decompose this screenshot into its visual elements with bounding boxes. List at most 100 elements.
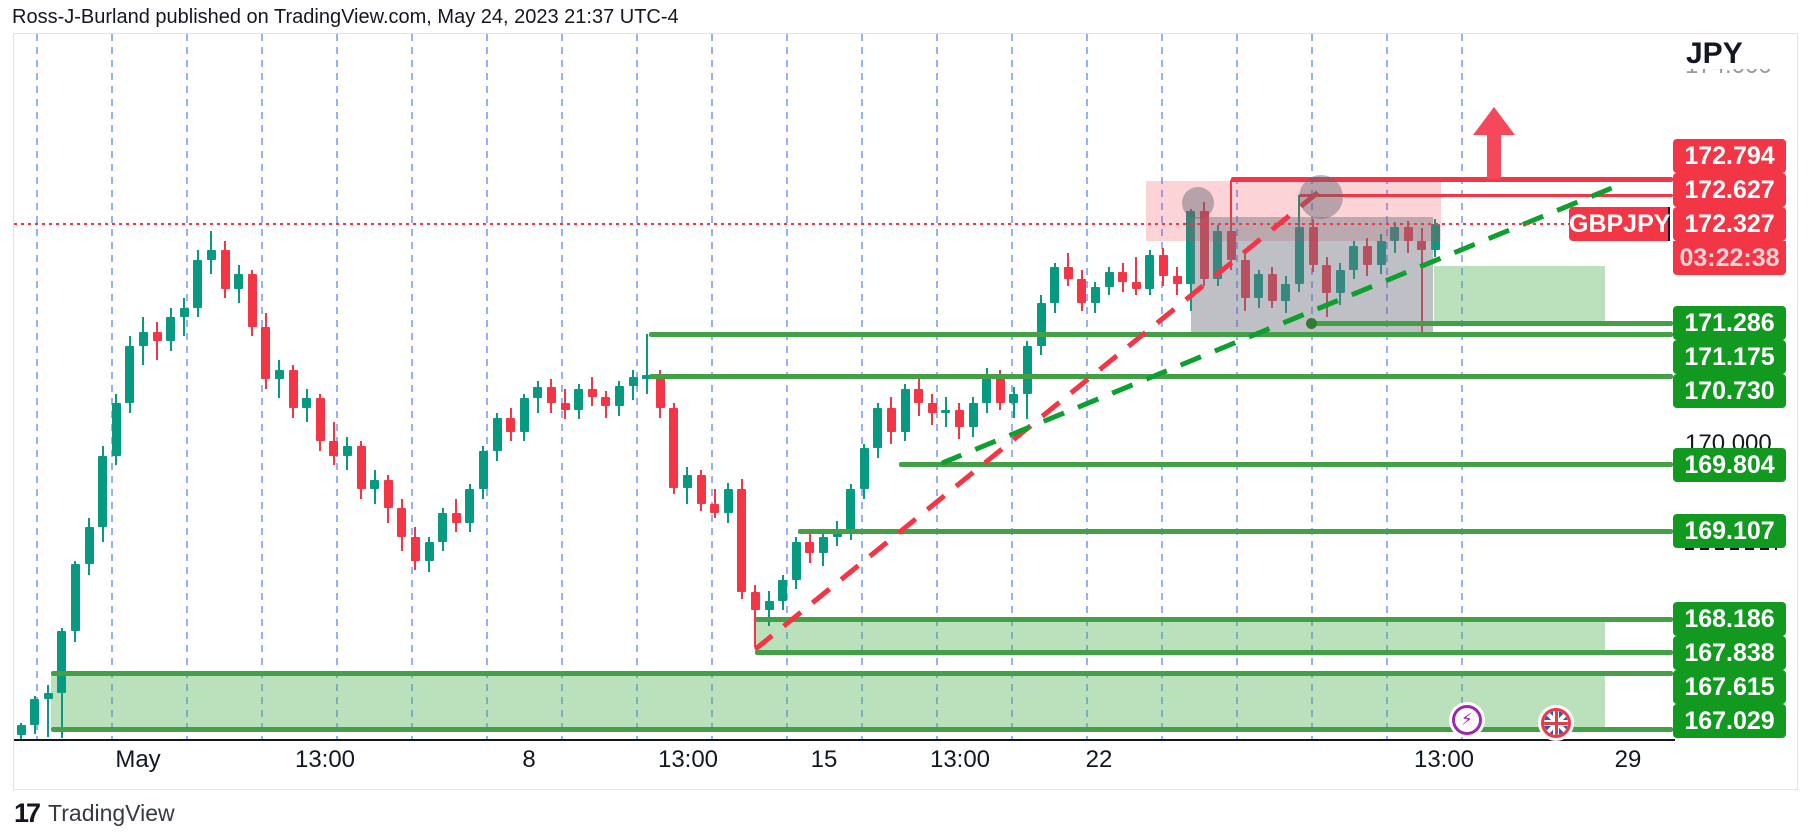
- candle-down: [1063, 266, 1073, 280]
- vertical-gridline: [186, 34, 188, 739]
- economic-event-icon[interactable]: ⚡: [1452, 705, 1482, 735]
- support-line-167.615: [51, 671, 1673, 677]
- candle-down: [329, 441, 339, 456]
- candle-up: [1036, 302, 1046, 346]
- price-label-167-838: 167.838: [1673, 636, 1786, 670]
- candle-up: [1213, 231, 1223, 280]
- vertical-gridline: [711, 34, 713, 739]
- candle-up: [206, 250, 216, 260]
- time-axis-label-8[interactable]: 8: [522, 746, 536, 773]
- candle-up: [234, 274, 244, 289]
- candle-up: [859, 448, 869, 490]
- price-label-169-107: 169.107: [1673, 514, 1786, 548]
- candle-down: [587, 388, 597, 397]
- candle-up: [166, 317, 176, 342]
- time-axis-label-1300[interactable]: 13:00: [294, 746, 356, 773]
- price-label-170-730: 170.730: [1673, 374, 1786, 408]
- candle-up: [57, 630, 67, 693]
- resistance-line-172.627: [1299, 193, 1673, 197]
- time-axis-label-29[interactable]: 29: [1614, 746, 1642, 773]
- candle-down: [1172, 276, 1182, 284]
- vertical-gridline: [336, 34, 338, 739]
- price-label-167-029: 167.029: [1673, 704, 1786, 738]
- candle-up: [574, 388, 584, 410]
- candle-up: [846, 489, 856, 531]
- candle-up: [642, 374, 652, 380]
- candle-up: [274, 369, 284, 380]
- candle-down: [1118, 272, 1128, 282]
- vertical-gridline: [561, 34, 563, 739]
- watermark-card: [1663, 35, 1788, 69]
- candle-up: [43, 692, 53, 700]
- candle-up: [1145, 255, 1155, 289]
- candle-down: [750, 592, 760, 611]
- candle-wick-down: [1420, 228, 1423, 334]
- support-line-169.107: [798, 529, 1673, 534]
- candle-up: [98, 455, 108, 528]
- candle-down: [805, 541, 815, 554]
- candle-down: [410, 536, 420, 561]
- candle-up: [682, 474, 692, 489]
- time-axis-label-1300[interactable]: 13:00: [657, 746, 719, 773]
- time-axis-label-22[interactable]: 22: [1085, 746, 1113, 773]
- circle-marker: [1182, 187, 1214, 219]
- candle-up: [179, 307, 189, 318]
- candle-down: [1308, 226, 1318, 265]
- candle-up: [1022, 345, 1032, 394]
- candle-up: [1009, 393, 1019, 404]
- candle-up: [1349, 245, 1359, 270]
- candle-up: [30, 699, 40, 726]
- support-line-168.186: [755, 616, 1673, 622]
- candle-down: [601, 396, 611, 407]
- uk-flag-event-icon[interactable]: [1541, 708, 1571, 738]
- line-endpoint-dot: [1306, 317, 1317, 329]
- candle-up: [818, 536, 828, 554]
- candle-down: [220, 250, 230, 289]
- candle-up: [1335, 269, 1345, 294]
- time-axis-label-1300[interactable]: 13:00: [929, 746, 991, 773]
- candle-up: [791, 541, 801, 580]
- candle-down: [247, 274, 257, 327]
- candle-up: [1090, 286, 1100, 303]
- vertical-gridline: [1161, 34, 1163, 739]
- candle-down: [710, 503, 720, 514]
- candle-down: [560, 403, 570, 410]
- candle-down: [886, 408, 896, 432]
- ascending-trendline-red: [753, 181, 1331, 651]
- candle-up: [125, 345, 135, 404]
- candle-down: [315, 398, 325, 442]
- candle-down: [1403, 226, 1413, 241]
- price-label-168-186: 168.186: [1673, 602, 1786, 636]
- vertical-gridline: [1386, 34, 1388, 739]
- support-line-167.838: [755, 650, 1673, 656]
- candle-up: [1254, 274, 1264, 299]
- vertical-gridline: [36, 34, 38, 739]
- candle-wick-down: [1135, 257, 1138, 296]
- price-label-171-286: 171.286: [1673, 306, 1786, 340]
- time-axis-label-1300[interactable]: 13:00: [1413, 746, 1475, 773]
- candle-up: [1294, 226, 1304, 284]
- current-price-dotted-line: [14, 223, 1569, 225]
- vertical-gridline: [261, 34, 263, 739]
- candle-up: [1376, 240, 1386, 265]
- candle-wick-up: [278, 360, 281, 399]
- vertical-gridline: [1461, 34, 1463, 739]
- up-arrow-head: [1473, 107, 1515, 135]
- time-axis-label-May[interactable]: May: [115, 746, 161, 773]
- candle-down: [669, 408, 679, 489]
- last-price-tag: 172.327: [1673, 207, 1786, 241]
- candle-up: [614, 386, 624, 407]
- candle-up: [900, 388, 910, 432]
- candle-up: [1104, 272, 1114, 287]
- candle-down: [1417, 240, 1427, 251]
- candle-down: [995, 374, 1005, 404]
- up-arrow-shaft: [1487, 133, 1501, 179]
- candle-down: [1267, 274, 1277, 302]
- tradingview-footer[interactable]: 17 TradingView: [14, 798, 175, 829]
- candle-down: [696, 474, 706, 504]
- candle-up: [138, 331, 148, 346]
- time-axis-label-15[interactable]: 15: [810, 746, 838, 773]
- up-arrow-icon: [1473, 107, 1515, 179]
